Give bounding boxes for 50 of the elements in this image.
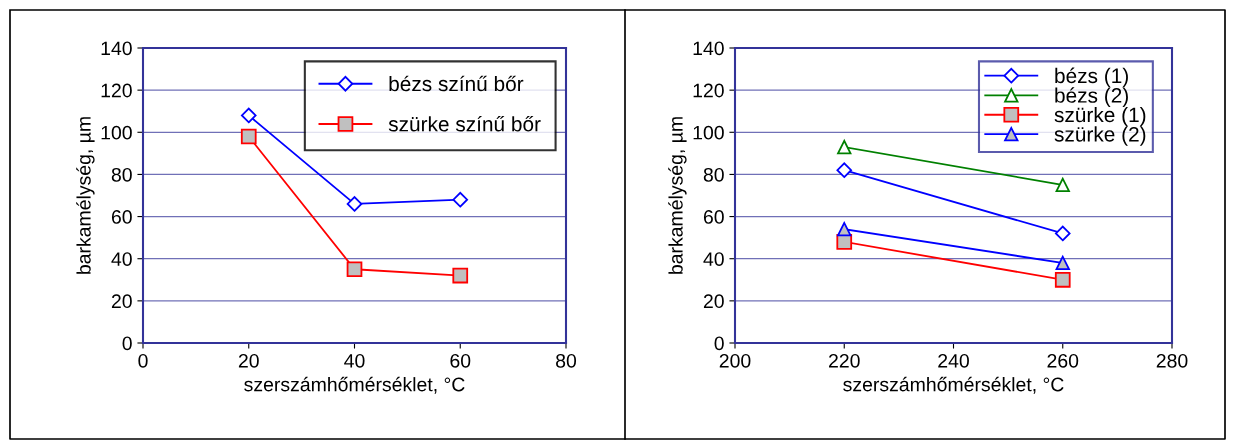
point (1054, 225, 1071, 242)
y-tick-label: 60 (703, 210, 724, 224)
y-tick-label: 140 (101, 41, 132, 56)
y-tick-label: 120 (693, 83, 724, 98)
y-tick-label: 100 (693, 125, 724, 140)
y-tick-label: 60 (111, 210, 132, 224)
legend-label: szürke (2) (1054, 126, 1146, 146)
point (240, 128, 257, 145)
x-tick-label: 240 (938, 353, 969, 368)
x-tick-label: 260 (1047, 353, 1079, 368)
point (1055, 255, 1070, 271)
y-tick-label: 40 (111, 252, 132, 266)
x-tick-label: 40 (344, 353, 365, 368)
x-axis-title: szerszámhőmérséklet, °C (244, 376, 465, 394)
x-axis-title: szerszámhőmérséklet, °C (843, 376, 1064, 394)
x-tick-label: 220 (829, 353, 860, 368)
point (1055, 177, 1070, 193)
y-tick-label: 100 (101, 125, 132, 140)
x-tick-label: 20 (238, 353, 259, 368)
x-tick-label: 60 (450, 353, 471, 368)
y-axis-title: barkamélység, µm (76, 117, 95, 274)
legend-label: bézs (2) (1055, 87, 1128, 107)
y-tick-label: 80 (703, 167, 724, 182)
point (346, 196, 363, 212)
point (452, 267, 469, 284)
point (837, 222, 852, 237)
point (836, 234, 853, 250)
legend-label: szürke színű bőr (388, 115, 541, 132)
x-tick-label: 200 (719, 353, 751, 368)
y-tick-label: 40 (703, 252, 724, 266)
point (452, 191, 469, 208)
point (836, 162, 853, 178)
x-tick-label: 280 (1156, 353, 1188, 368)
y-tick-label: 20 (703, 294, 724, 309)
legend-label: bézs (1) (1055, 67, 1128, 88)
y-tick-label: 0 (714, 336, 724, 351)
point (1054, 271, 1071, 288)
legend-label: bézs színű bőr (389, 75, 524, 92)
legend-label: szürke (1) (1054, 106, 1146, 127)
y-tick-label: 0 (122, 336, 132, 351)
point (837, 139, 852, 155)
y-tick-label: 80 (111, 167, 132, 182)
x-tick-label: 0 (138, 353, 148, 368)
y-tick-label: 140 (693, 41, 724, 56)
point (240, 107, 257, 124)
point (346, 261, 363, 278)
x-tick-label: 80 (556, 353, 577, 368)
y-tick-label: 120 (101, 83, 132, 98)
y-axis-title: barkamélység, µm (668, 117, 687, 274)
y-tick-label: 20 (111, 294, 132, 309)
